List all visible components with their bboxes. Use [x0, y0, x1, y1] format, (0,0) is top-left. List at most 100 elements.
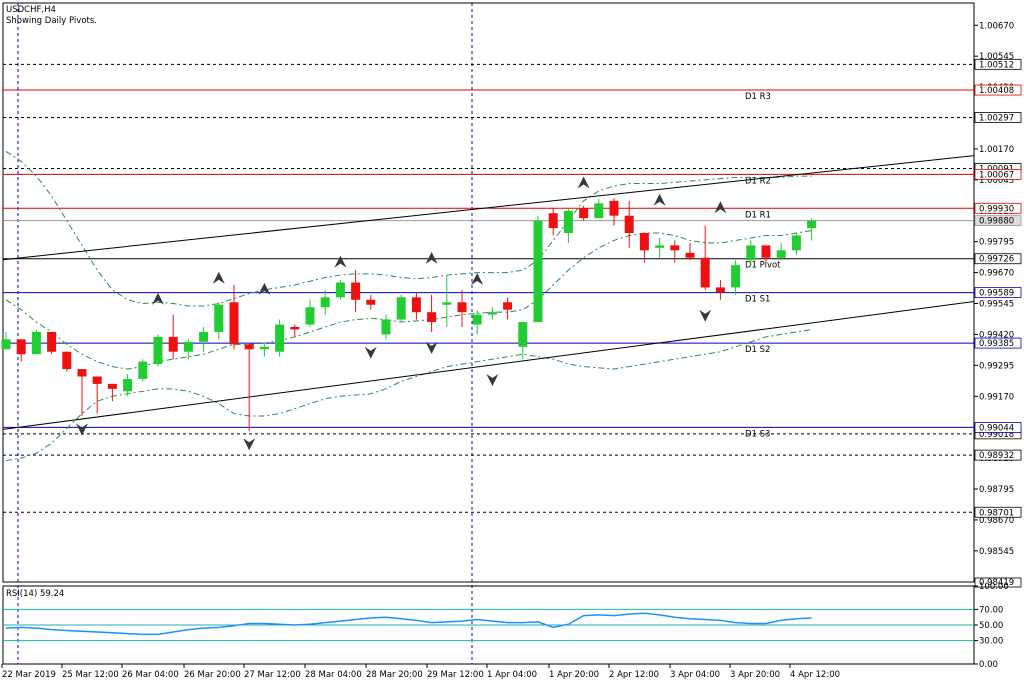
candle-body — [503, 302, 513, 310]
candle-body — [807, 220, 817, 229]
pivot-price-box — [974, 337, 1022, 349]
candle-body — [229, 302, 239, 345]
fractal-down-arrow-icon — [486, 373, 499, 386]
fractal-up-arrow-icon — [471, 272, 484, 285]
y-tick-label: 1.00045 — [979, 176, 1014, 186]
x-tick-label: 4 Apr 12:00 — [790, 670, 840, 680]
price-label-box — [974, 449, 1022, 461]
price-label-box — [974, 58, 1022, 70]
x-tick-label: 27 Mar 12:00 — [244, 670, 301, 680]
x-tick-label: 2 Apr 12:00 — [609, 670, 659, 680]
candle-body — [472, 314, 482, 325]
y-tick-label: 0.99170 — [979, 392, 1014, 402]
candle-body — [609, 200, 619, 216]
pivot-price-box — [974, 202, 1022, 214]
fractal-up-arrow-icon — [714, 201, 727, 214]
candle-body — [670, 245, 680, 251]
fractal-up-arrow-icon — [258, 282, 271, 295]
x-tick-label: 26 Mar 04:00 — [122, 670, 179, 680]
current-price-label: 0.99880 — [979, 217, 1014, 227]
fractal-down-arrow-icon — [243, 438, 256, 451]
fractal-down-arrow-icon — [699, 309, 712, 322]
chart-symbol-title: USDCHF,H4 — [6, 5, 56, 15]
y-tick-label: 1.00545 — [979, 52, 1014, 62]
candle-body — [366, 299, 376, 305]
candle-body — [594, 203, 604, 219]
candle-body — [700, 257, 710, 288]
candle-body — [62, 351, 72, 370]
candle-body — [776, 250, 786, 258]
y-tick-label: 1.00170 — [979, 145, 1014, 155]
candle-body — [381, 319, 391, 335]
price-label: 0.99018 — [979, 430, 1014, 440]
pivot-price-box — [974, 287, 1022, 299]
rsi-y-tick-label: 50.00 — [979, 621, 1003, 631]
x-tick-label: 3 Apr 04:00 — [670, 670, 720, 680]
fractal-up-arrow-icon — [212, 271, 225, 284]
ma-lower-line — [5, 328, 812, 462]
candle-body — [168, 336, 178, 352]
candle-body — [1, 339, 11, 350]
pivot-price-label: 0.99044 — [979, 423, 1014, 433]
candle-body — [214, 304, 224, 332]
pivot-name-label: D1 R3 — [745, 92, 771, 102]
candle-body — [290, 327, 300, 330]
rsi-y-tick-label: 30.00 — [979, 637, 1003, 647]
candle-body — [351, 282, 361, 300]
x-tick-label: 1 Apr 20:00 — [549, 670, 599, 680]
pivot-price-box — [974, 168, 1022, 180]
candle-body — [396, 297, 406, 320]
y-tick-label: 0.99670 — [979, 269, 1014, 279]
fractal-up-arrow-icon — [425, 251, 438, 264]
rsi-y-tick-label: 70.00 — [979, 605, 1003, 615]
ma-middle-line — [5, 230, 812, 370]
pivot-name-label: D1 S1 — [745, 295, 770, 305]
candle-body — [335, 282, 345, 298]
pivot-price-label: 0.99385 — [979, 339, 1014, 349]
fractal-up-arrow-icon — [334, 255, 347, 268]
pivot-price-label: 0.99726 — [979, 255, 1014, 265]
x-tick-label: 26 Mar 20:00 — [184, 670, 241, 680]
rsi-y-tick-label: 100.00 — [979, 582, 1009, 592]
pivot-name-label: D1 S3 — [745, 429, 770, 439]
candle-body — [518, 322, 528, 347]
price-label: 0.98701 — [979, 508, 1014, 518]
candle-body — [639, 233, 649, 251]
x-tick-label: 1 Apr 04:00 — [487, 670, 537, 680]
candle-body — [123, 378, 133, 392]
fractal-up-arrow-icon — [577, 176, 590, 189]
fractal-up-arrow-icon — [653, 193, 666, 206]
price-label: 1.00512 — [979, 60, 1014, 70]
candle-body — [761, 245, 771, 258]
current-price-box — [974, 215, 1022, 227]
chart-subtitle: Showing Daily Pivots. — [6, 16, 97, 26]
fractal-down-arrow-icon — [425, 341, 438, 354]
fractal-up-arrow-icon — [152, 292, 164, 305]
pivot-name-label: D1 R2 — [745, 176, 771, 186]
y-tick-label: 0.99795 — [979, 238, 1014, 248]
price-label: 0.98932 — [979, 451, 1014, 461]
rsi-title: RSI(14) 59.24 — [6, 589, 64, 599]
candle-body — [746, 245, 756, 261]
candle-body — [16, 339, 26, 355]
price-label: 1.00297 — [979, 114, 1014, 124]
y-tick-label: 0.99420 — [979, 330, 1014, 340]
candle-body — [442, 302, 452, 305]
y-tick-label: 0.98670 — [979, 516, 1014, 526]
candle-body — [563, 210, 573, 234]
candle-body — [548, 213, 558, 229]
pivot-price-box — [974, 84, 1022, 96]
candle-body — [685, 252, 695, 258]
price-label-box — [974, 112, 1022, 123]
y-tick-label: 1.00670 — [979, 21, 1014, 31]
candle-body — [624, 215, 634, 234]
pivot-price-label: 1.00408 — [979, 86, 1014, 96]
rsi-y-tick-label: 0.00 — [979, 660, 998, 670]
candle-body — [715, 287, 725, 293]
candle-body — [47, 331, 57, 352]
pivot-price-box — [974, 422, 1022, 433]
ma-upper-line — [5, 150, 812, 307]
x-tick-label: 29 Mar 12:00 — [427, 670, 484, 680]
trend-line-lower — [2, 301, 975, 430]
